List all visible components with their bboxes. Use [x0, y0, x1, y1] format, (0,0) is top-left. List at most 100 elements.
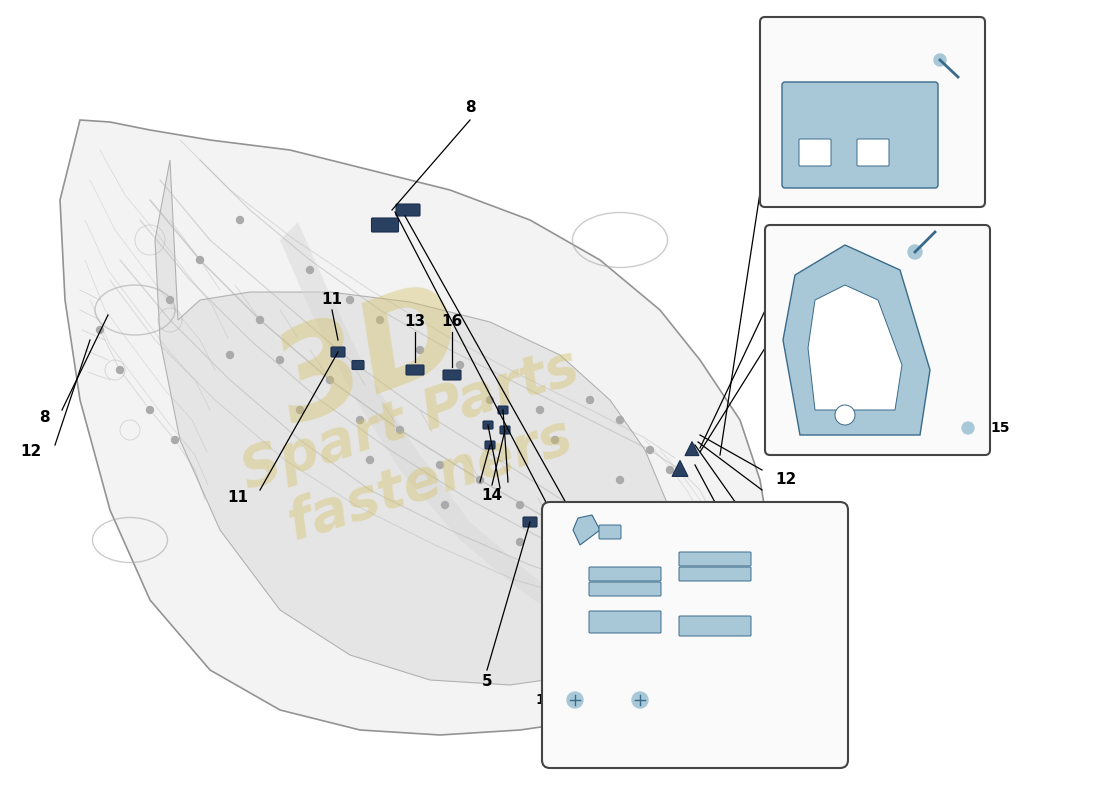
Circle shape: [934, 54, 946, 66]
Circle shape: [117, 366, 123, 374]
Circle shape: [441, 502, 449, 509]
Polygon shape: [155, 160, 680, 685]
FancyBboxPatch shape: [857, 139, 889, 166]
Text: 13: 13: [405, 314, 426, 330]
Text: 5: 5: [482, 674, 493, 690]
Circle shape: [517, 502, 524, 509]
Text: 12: 12: [776, 473, 796, 487]
Text: 8: 8: [40, 410, 49, 425]
Text: 4: 4: [945, 35, 955, 49]
Circle shape: [227, 351, 233, 358]
Text: 15: 15: [990, 421, 1010, 435]
Circle shape: [356, 417, 363, 423]
Circle shape: [297, 406, 304, 414]
FancyBboxPatch shape: [588, 611, 661, 633]
FancyBboxPatch shape: [764, 225, 990, 455]
FancyBboxPatch shape: [483, 421, 493, 429]
FancyBboxPatch shape: [588, 567, 661, 581]
Circle shape: [256, 317, 264, 323]
Circle shape: [547, 517, 553, 523]
FancyBboxPatch shape: [396, 204, 420, 216]
Circle shape: [307, 266, 314, 274]
Circle shape: [696, 577, 704, 583]
Circle shape: [706, 597, 714, 603]
Text: 7: 7: [767, 313, 775, 327]
FancyBboxPatch shape: [542, 502, 848, 768]
FancyBboxPatch shape: [799, 139, 830, 166]
FancyBboxPatch shape: [522, 517, 537, 527]
Circle shape: [166, 297, 174, 303]
Polygon shape: [783, 245, 930, 435]
Text: 11: 11: [227, 490, 248, 506]
Circle shape: [97, 326, 103, 334]
Circle shape: [146, 406, 154, 414]
Circle shape: [586, 397, 594, 403]
Text: 1: 1: [546, 578, 556, 592]
FancyBboxPatch shape: [443, 370, 461, 380]
FancyBboxPatch shape: [760, 17, 984, 207]
Circle shape: [476, 477, 484, 483]
Text: 11: 11: [321, 293, 342, 307]
Text: 3: 3: [546, 621, 556, 635]
FancyBboxPatch shape: [679, 552, 751, 566]
Text: 12: 12: [544, 685, 565, 699]
Circle shape: [676, 557, 683, 563]
Text: 4: 4: [767, 235, 775, 249]
FancyBboxPatch shape: [331, 347, 345, 357]
Circle shape: [616, 417, 624, 423]
FancyBboxPatch shape: [679, 567, 751, 581]
Circle shape: [456, 362, 463, 369]
FancyBboxPatch shape: [600, 525, 621, 539]
Circle shape: [376, 317, 384, 323]
Circle shape: [327, 377, 333, 383]
Text: 10: 10: [536, 693, 556, 707]
Circle shape: [835, 405, 855, 425]
FancyBboxPatch shape: [588, 582, 661, 596]
FancyBboxPatch shape: [500, 426, 510, 434]
FancyBboxPatch shape: [372, 218, 398, 232]
Text: 9: 9: [776, 586, 785, 602]
Text: Spart Parts
fasteners: Spart Parts fasteners: [234, 340, 605, 560]
Text: 3D: 3D: [260, 270, 481, 450]
Circle shape: [437, 462, 443, 469]
FancyBboxPatch shape: [549, 527, 561, 537]
Circle shape: [647, 446, 653, 454]
Circle shape: [551, 437, 559, 443]
Text: 9: 9: [776, 537, 785, 551]
Circle shape: [632, 692, 648, 708]
FancyBboxPatch shape: [406, 365, 424, 375]
Text: 14: 14: [482, 489, 503, 503]
Text: 12: 12: [21, 445, 42, 459]
Polygon shape: [573, 515, 600, 545]
Circle shape: [517, 538, 524, 546]
FancyBboxPatch shape: [352, 361, 364, 370]
Circle shape: [366, 457, 374, 463]
FancyBboxPatch shape: [498, 406, 508, 414]
Text: 8: 8: [464, 101, 475, 115]
Circle shape: [276, 357, 284, 363]
Circle shape: [962, 422, 974, 434]
Polygon shape: [60, 120, 770, 735]
Circle shape: [566, 692, 583, 708]
Polygon shape: [280, 222, 620, 645]
Circle shape: [172, 437, 178, 443]
Text: 12: 12: [758, 565, 778, 579]
Circle shape: [346, 297, 353, 303]
FancyBboxPatch shape: [485, 441, 495, 449]
Polygon shape: [685, 442, 698, 456]
Circle shape: [236, 217, 243, 223]
FancyBboxPatch shape: [782, 82, 938, 188]
Text: 6: 6: [766, 51, 775, 65]
Circle shape: [616, 477, 624, 483]
Polygon shape: [808, 285, 902, 410]
FancyBboxPatch shape: [679, 616, 751, 636]
Circle shape: [908, 245, 922, 259]
Circle shape: [606, 546, 614, 554]
Text: 16: 16: [441, 314, 463, 330]
Polygon shape: [672, 460, 688, 476]
Circle shape: [197, 257, 204, 263]
Circle shape: [396, 426, 404, 434]
Circle shape: [537, 406, 543, 414]
Circle shape: [486, 397, 494, 403]
Circle shape: [417, 346, 424, 354]
